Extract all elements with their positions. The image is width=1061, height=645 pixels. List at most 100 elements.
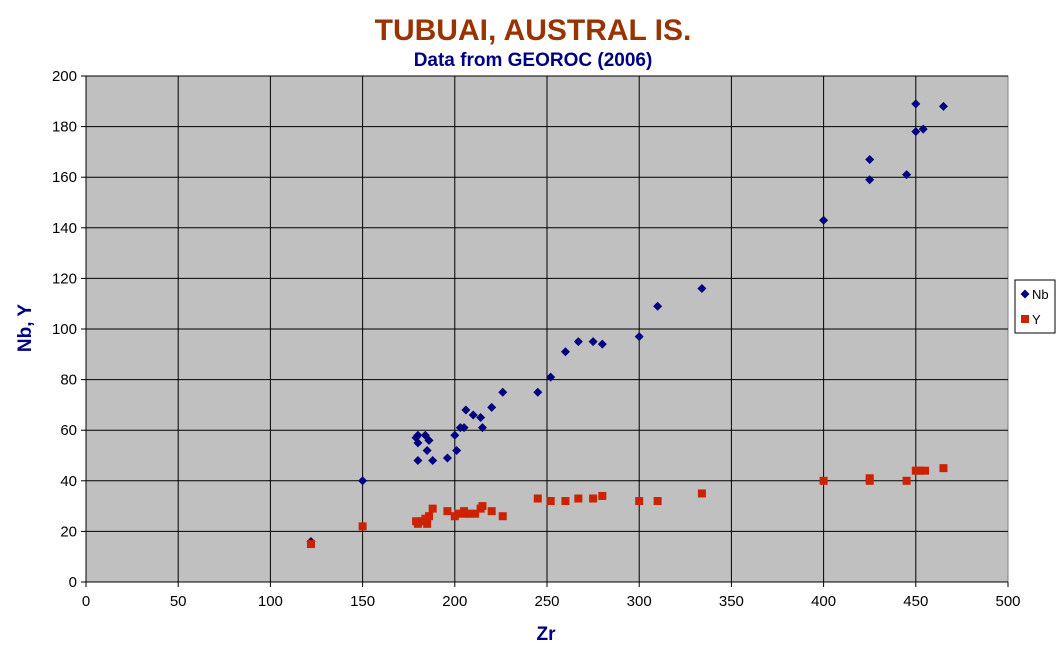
nb-point [476, 413, 486, 423]
nb-point [865, 154, 875, 164]
y-tick-label: 40 [60, 473, 77, 490]
y-point [358, 522, 367, 531]
y-point [443, 507, 452, 516]
data-points [306, 99, 948, 549]
x-tick-label: 400 [811, 593, 836, 610]
y-point [653, 497, 662, 506]
legend-label-y: Y [1032, 312, 1041, 327]
y-point [915, 466, 924, 475]
legend-marker-nb [1020, 289, 1030, 299]
nb-point [358, 476, 368, 486]
legend: Nb Y [1014, 279, 1056, 334]
x-tick-labels: 0 50 100 150 200 250 300 350 400 450 500 [82, 593, 1021, 610]
y-point [471, 509, 480, 518]
x-tick-label: 450 [903, 593, 928, 610]
y-tick-label: 120 [52, 270, 77, 287]
nb-point [697, 284, 707, 294]
nb-point [588, 337, 598, 347]
nb-point [546, 372, 556, 382]
x-axis-title: Zr [537, 624, 557, 645]
chart-subtitle: Data from GEOROC (2006) [414, 50, 653, 71]
y-point [498, 512, 507, 521]
y-point [819, 476, 828, 485]
y-point [939, 464, 948, 473]
nb-point [819, 215, 829, 225]
x-tick-label: 100 [258, 593, 283, 610]
y-tick-label: 80 [60, 372, 77, 389]
nb-point [487, 402, 497, 412]
y-point [428, 504, 437, 513]
x-tick-label: 0 [82, 593, 90, 610]
y-tick-label: 100 [52, 321, 77, 338]
nb-point [428, 456, 438, 466]
y-point [423, 519, 432, 528]
y-axis-title: Nb, Y [15, 304, 36, 353]
legend-box [1014, 279, 1056, 334]
nb-point [597, 339, 607, 349]
x-tick-label: 300 [627, 593, 652, 610]
nb-point [911, 99, 921, 109]
x-tick-label: 500 [995, 593, 1020, 610]
chart-title: TUBUAI, AUSTRAL IS. [375, 14, 692, 47]
nb-point [413, 456, 423, 466]
y-tick-labels: 0 20 40 60 80 100 120 140 160 180 200 [52, 68, 77, 591]
nb-point [424, 435, 434, 445]
nb-point [533, 387, 543, 397]
y-point [574, 494, 583, 503]
nb-point [442, 453, 452, 463]
nb-point [560, 347, 570, 357]
y-point [424, 512, 433, 521]
y-point [598, 491, 607, 500]
y-tick-label: 180 [52, 119, 77, 136]
nb-point [413, 438, 423, 448]
y-tick-label: 160 [52, 169, 77, 186]
nb-point [452, 445, 462, 455]
y-tick-label: 200 [52, 68, 77, 85]
nb-point [498, 387, 508, 397]
x-tick-label: 250 [534, 593, 559, 610]
nb-point [477, 423, 487, 433]
nb-point [865, 175, 875, 185]
y-point [478, 502, 487, 511]
nb-point [573, 337, 583, 347]
y-tick-label: 60 [60, 422, 77, 439]
y-point [546, 497, 555, 506]
y-tick-label: 20 [60, 523, 77, 540]
nb-point [468, 410, 478, 420]
y-point [465, 509, 474, 518]
nb-point [653, 301, 663, 311]
y-point [921, 466, 930, 475]
y-tick-label: 140 [52, 220, 77, 237]
y-point [561, 497, 570, 506]
nb-point [450, 430, 460, 440]
y-point [306, 540, 315, 549]
x-tick-label: 150 [350, 593, 375, 610]
y-point [865, 476, 874, 485]
y-point [902, 476, 911, 485]
legend-label-nb: Nb [1032, 287, 1049, 302]
y-point [487, 507, 496, 516]
y-point [589, 494, 598, 503]
nb-point [422, 445, 432, 455]
y-point [454, 509, 463, 518]
y-point [635, 497, 644, 506]
axes [81, 75, 1009, 587]
x-tick-label: 200 [442, 593, 467, 610]
nb-point [938, 101, 948, 111]
y-point [533, 494, 542, 503]
nb-point [918, 124, 928, 134]
series-nb [306, 99, 948, 547]
x-tick-label: 350 [719, 593, 744, 610]
y-point [697, 489, 706, 498]
nb-point [413, 430, 423, 440]
nb-point [634, 332, 644, 342]
nb-point [911, 127, 921, 137]
legend-marker-y [1021, 315, 1029, 323]
nb-point [902, 170, 912, 180]
nb-point [461, 405, 471, 415]
nb-point [459, 423, 469, 433]
y-tick-label: 0 [69, 574, 77, 591]
x-tick-label: 50 [170, 593, 187, 610]
series-y [306, 464, 948, 549]
